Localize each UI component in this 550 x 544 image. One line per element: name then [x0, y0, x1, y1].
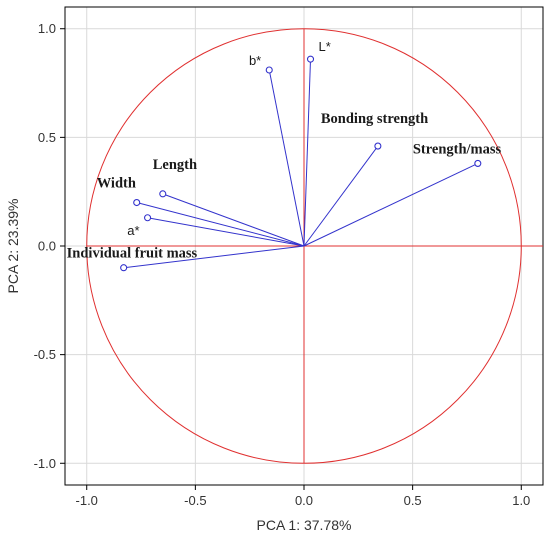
loading-point	[474, 159, 482, 167]
x-tick-label: -0.5	[184, 493, 206, 508]
loading-vector	[303, 59, 312, 247]
loading-point	[120, 264, 128, 272]
variable-label: a*	[127, 223, 139, 238]
variable-label: L*	[319, 39, 331, 54]
y-tick-label: 0.0	[38, 239, 56, 254]
loading-vector	[268, 69, 305, 247]
y-axis-title: PCA 2: 23.39%	[5, 199, 21, 294]
x-tick-label: 0.0	[295, 493, 313, 508]
variable-label: Length	[153, 157, 197, 173]
loading-point	[144, 214, 152, 222]
loading-vector	[123, 245, 305, 269]
loading-vector	[162, 193, 305, 247]
loading-vector	[136, 202, 305, 247]
loading-point	[374, 142, 382, 150]
variable-label: Individual fruit mass	[67, 246, 198, 262]
loading-vector	[147, 217, 305, 247]
loading-vector	[303, 162, 479, 247]
variable-label: b*	[249, 53, 261, 68]
loading-vector	[303, 145, 379, 247]
variable-label: Strength/mass	[413, 141, 502, 157]
y-tick-label: 0.5	[38, 130, 56, 145]
x-axis-title: PCA 1: 37.78%	[257, 517, 352, 533]
y-tick-label: -0.5	[34, 347, 56, 362]
tick-labels: -1.0 -0.5 0.0 0.5 1.0 -1.0 -0.5 0.0 0.5 1.0	[34, 21, 531, 508]
loading-point	[306, 55, 315, 63]
x-tick-label: 1.0	[512, 493, 530, 508]
variable-label: Bonding strength	[321, 111, 428, 127]
x-tick-label: -1.0	[76, 493, 98, 508]
loading-point	[133, 198, 141, 207]
loading-point	[265, 66, 273, 74]
loading-vectors: L* b* Bonding strength Strength/mass Length W…	[67, 39, 502, 272]
y-tick-label: 1.0	[38, 21, 56, 36]
loading-point	[159, 190, 167, 198]
variable-label: Width	[97, 176, 136, 192]
y-tick-label: -1.0	[34, 456, 56, 471]
x-tick-label: 0.5	[404, 493, 422, 508]
